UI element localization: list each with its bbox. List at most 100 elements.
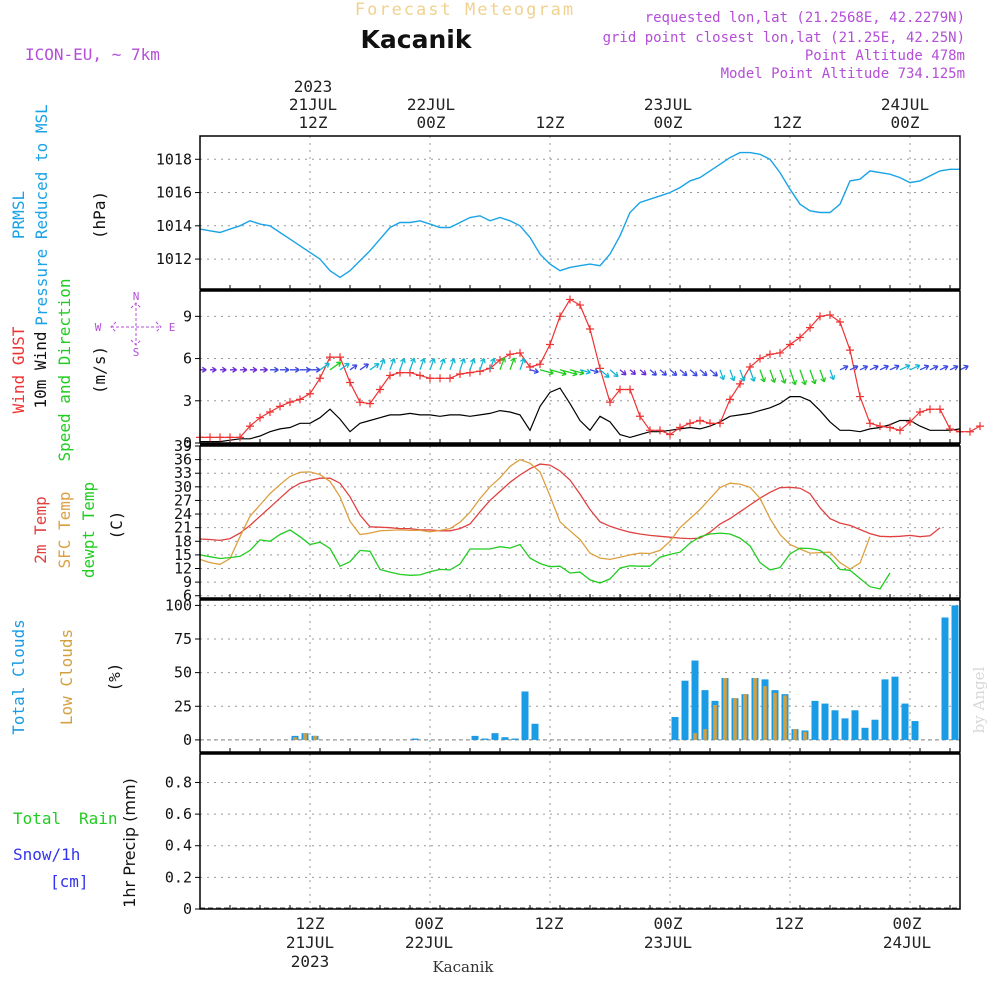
bottom-tick-label: 00Z: [893, 914, 922, 933]
y-tick-label: 9: [183, 573, 192, 591]
wind-direction-arrow: [679, 369, 688, 377]
y-tick-label: 6: [183, 350, 192, 368]
wind-direction-arrow: [759, 369, 767, 383]
wind-direction-arrow: [479, 357, 486, 371]
top-tick-label: 24JUL: [881, 95, 929, 114]
pressure-label-unit: (hPa): [90, 191, 109, 239]
top-tick-label: 12Z: [773, 113, 802, 132]
total-cloud-bar: [691, 660, 699, 740]
pressure-line: [199, 151, 960, 279]
wind-gust-marker: [436, 374, 444, 383]
wind-direction-arrow: [270, 366, 279, 373]
wind-gust-marker: [776, 348, 784, 357]
temp-label-unit: (C): [107, 511, 126, 540]
wind-gust-marker: [536, 360, 544, 369]
wind-gust-marker: [856, 392, 864, 401]
wind-direction-arrow: [829, 369, 836, 381]
wind-direction-arrow: [210, 366, 217, 373]
sfc-temp-line: [199, 458, 871, 570]
wind-gust-marker: [676, 423, 684, 432]
total-cloud-bar: [881, 679, 889, 740]
wind-direction-arrow: [809, 369, 817, 385]
wind-gust-marker: [406, 368, 414, 377]
low-cloud-bar: [803, 731, 807, 740]
y-tick-label: 1018: [156, 150, 192, 168]
wind-direction-arrow: [260, 366, 268, 373]
model-label: ICON-EU, ~ 7km: [25, 45, 160, 64]
wind-direction-arrow: [769, 369, 777, 384]
wind-gust-marker: [876, 422, 884, 431]
bottom-tick-label: 12Z: [296, 914, 325, 933]
wind-gust-marker: [496, 355, 504, 364]
wind-gust-marker: [686, 419, 694, 428]
bottom-tick-label: 00Z: [654, 914, 683, 933]
compass-cross: [110, 302, 162, 346]
y-tick-label: 0.6: [165, 805, 192, 823]
top-tick-label: 00Z: [654, 113, 683, 132]
wind-gust-marker: [916, 408, 924, 417]
wind-direction-arrow: [859, 365, 869, 371]
wind-direction-arrow: [719, 369, 726, 381]
top-tick-label: 12Z: [299, 113, 328, 132]
wind-gust-marker: [786, 340, 794, 349]
y-tick-label: 36: [174, 451, 192, 469]
total-cloud-bar: [941, 617, 949, 740]
y-tick-label: 0: [183, 900, 192, 918]
wind-direction-arrow: [250, 366, 258, 373]
total-cloud-bar: [481, 738, 489, 740]
wind-direction-arrow: [939, 364, 949, 371]
low-cloud-bar: [733, 698, 737, 740]
wind-gust-marker: [206, 433, 214, 442]
wind-gust-marker: [666, 430, 674, 439]
wind-label-gust: Wind GUST: [9, 326, 28, 413]
wind-gust-marker: [506, 350, 514, 359]
top-tick-label: 22JUL: [407, 95, 455, 114]
wind-direction-arrow: [839, 364, 849, 371]
location-title: Kacanik: [361, 25, 473, 54]
y-tick-label: 1012: [156, 250, 192, 268]
wind-direction-arrow: [699, 369, 708, 377]
total-cloud-bar: [471, 735, 479, 740]
wind-direction-arrow: [419, 357, 426, 371]
wind-gust-marker: [726, 395, 734, 404]
top-time-axis: 2023 21JUL 12Z 22JUL 00Z 12Z 23JUL 00Z 1…: [289, 77, 929, 132]
y-tick-label: 30: [174, 478, 192, 496]
low-cloud-bar: [773, 692, 777, 740]
wind-gust-marker: [316, 374, 324, 383]
wind-label-10m: 10m Wind: [31, 331, 50, 408]
y-tick-label: 25: [174, 697, 192, 715]
temp-2m-line: [199, 463, 941, 542]
wind-gust-marker: [816, 312, 824, 321]
top-tick-label: 23JUL: [644, 95, 692, 114]
total-cloud-bar: [891, 676, 899, 740]
top-tick-label: 00Z: [417, 113, 446, 132]
dewpt-temp-line: [199, 529, 891, 590]
wind-gust-marker: [746, 363, 754, 371]
wind-direction-arrow: [739, 369, 746, 382]
wind-direction-arrow: [300, 366, 311, 373]
wind-gust-marker: [466, 368, 474, 377]
wind-direction-arrow: [280, 366, 290, 373]
info-point-altitude: Point Altitude 478m: [805, 48, 965, 64]
info-requested: requested lon,lat (21.2568E, 42.2279N): [645, 10, 965, 26]
wind-direction-arrow: [220, 366, 227, 373]
chart-title: Forecast Meteogram: [355, 0, 575, 20]
compass-south: S: [133, 346, 140, 359]
pressure-labels: PRMSL Pressure Reduced to MSL (hPa): [9, 104, 109, 326]
low-cloud-bar: [713, 704, 717, 740]
top-tick-label: 21JUL: [289, 95, 337, 114]
wind-direction-arrow: [629, 369, 637, 376]
cloud-label-unit: (%): [105, 663, 124, 692]
wind-gust-marker: [926, 405, 934, 414]
wind-gust-marker: [526, 363, 534, 371]
precip-label-cm: [cm]: [50, 872, 89, 891]
wind-direction-arrow: [599, 369, 610, 378]
y-tick-label: 0: [183, 434, 192, 452]
footer-location: Kacanik: [432, 958, 494, 976]
wind-direction-arrow: [339, 362, 350, 371]
panel-frame: [199, 753, 961, 910]
wind-gust-marker: [376, 385, 384, 394]
wind-direction-arrow: [799, 369, 808, 386]
wind-gust-marker: [966, 427, 974, 436]
